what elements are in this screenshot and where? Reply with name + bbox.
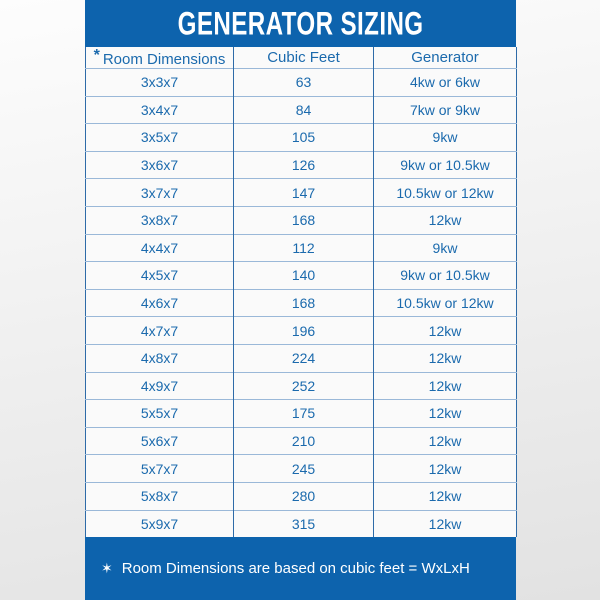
generator-cell: 9kw: [373, 123, 517, 152]
cubic-feet-cell: 175: [233, 399, 374, 428]
room-dimensions-cell: 3x4x7: [85, 95, 234, 124]
cubic-feet-cell: 147: [233, 178, 374, 207]
cubic-feet-cell: 84: [233, 95, 374, 124]
cubic-feet-cell: 63: [233, 68, 374, 97]
room-dimensions-cell: 5x8x7: [85, 481, 234, 510]
star-icon: ✶: [101, 560, 113, 576]
room-dimensions-cell: 5x6x7: [85, 426, 234, 455]
generator-cell: 12kw: [373, 454, 517, 483]
room-dimensions-cell: 3x7x7: [85, 178, 234, 207]
cubic-feet-cell: 252: [233, 371, 374, 400]
generator-cell: 9kw or 10.5kw: [373, 261, 517, 290]
generator-sizing-table: * Room Dimensions Cubic Feet Generator 3x…: [85, 47, 517, 537]
generator-cell: 12kw: [373, 399, 517, 428]
table-row: 4x9x7 252 12kw: [85, 371, 517, 400]
cubic-feet-cell: 105: [233, 123, 374, 152]
table-row: 4x7x7 196 12kw: [85, 316, 517, 345]
generator-sizing-poster: GENERATOR SIZING * Room Dimensions Cubic …: [85, 0, 517, 600]
column-header-generator: Generator: [373, 47, 517, 69]
generator-cell: 12kw: [373, 371, 517, 400]
room-dimensions-cell: 3x5x7: [85, 123, 234, 152]
cubic-feet-cell: 112: [233, 233, 374, 262]
generator-cell: 7kw or 9kw: [373, 95, 517, 124]
room-dimensions-cell: 4x6x7: [85, 288, 234, 317]
generator-cell: 12kw: [373, 481, 517, 510]
table-row: 5x6x7 210 12kw: [85, 426, 517, 455]
column-header-room-dimensions-label: Room Dimensions: [102, 51, 226, 68]
footer-note-bar: ✶ Room Dimensions are based on cubic fee…: [85, 537, 516, 600]
generator-cell: 12kw: [373, 426, 517, 455]
cubic-feet-cell: 210: [233, 426, 374, 455]
generator-cell: 12kw: [373, 205, 517, 235]
header-row: * Room Dimensions Cubic Feet Generator: [86, 47, 517, 69]
table-row: 3x5x7 105 9kw: [85, 123, 517, 152]
room-dimensions-cell: 4x4x7: [85, 233, 234, 262]
column-header-room-dimensions: * Room Dimensions: [86, 47, 234, 69]
cubic-feet-cell: 245: [233, 454, 374, 483]
room-dimensions-cell: 5x7x7: [85, 454, 234, 483]
table-row: 5x8x7 280 12kw: [85, 481, 517, 510]
room-dimensions-cell: 3x6x7: [85, 150, 234, 179]
generator-cell: 9kw or 10.5kw: [373, 150, 517, 179]
table-row: 3x4x7 84 7kw or 9kw: [85, 95, 517, 124]
title-bar: GENERATOR SIZING: [85, 0, 516, 47]
table-body: 3x3x7 63 4kw or 6kw 3x4x7 84 7kw or 9kw …: [85, 68, 517, 537]
generator-cell: 10.5kw or 12kw: [373, 288, 517, 317]
cubic-feet-cell: 280: [233, 481, 374, 510]
table-header: * Room Dimensions Cubic Feet Generator: [86, 47, 517, 69]
table-row: 3x8x7 168 12kw: [85, 205, 517, 235]
cubic-feet-cell: 196: [233, 316, 374, 345]
generator-cell: 12kw: [373, 343, 517, 373]
table-row: 4x6x7 168 10.5kw or 12kw: [85, 288, 517, 317]
cubic-feet-cell: 315: [233, 509, 374, 537]
table-row: 3x7x7 147 10.5kw or 12kw: [85, 178, 517, 207]
table-row: 4x5x7 140 9kw or 10.5kw: [85, 261, 517, 290]
cubic-feet-cell: 126: [233, 150, 374, 179]
table-row: 5x7x7 245 12kw: [85, 454, 517, 483]
asterisk-icon: *: [93, 47, 100, 64]
generator-cell: 12kw: [373, 509, 517, 537]
column-header-cubic-feet: Cubic Feet: [233, 47, 374, 69]
table-row: 5x5x7 175 12kw: [85, 399, 517, 428]
cubic-feet-cell: 168: [233, 288, 374, 317]
generator-cell: 9kw: [373, 233, 517, 262]
room-dimensions-cell: 5x5x7: [85, 399, 234, 428]
cubic-feet-cell: 168: [233, 205, 374, 235]
room-dimensions-cell: 3x8x7: [85, 205, 234, 235]
cubic-feet-cell: 140: [233, 261, 374, 290]
table-row: 3x3x7 63 4kw or 6kw: [85, 68, 517, 97]
generator-cell: 12kw: [373, 316, 517, 345]
generator-cell: 10.5kw or 12kw: [373, 178, 517, 207]
table-row: 4x8x7 224 12kw: [85, 343, 517, 373]
page-title: GENERATOR SIZING: [177, 4, 424, 42]
cubic-feet-cell: 224: [233, 343, 374, 373]
table-row: 5x9x7 315 12kw: [85, 509, 517, 537]
table-row: 4x4x7 112 9kw: [85, 233, 517, 262]
footer-note-text: Room Dimensions are based on cubic feet …: [121, 560, 470, 577]
room-dimensions-cell: 4x8x7: [85, 343, 234, 373]
room-dimensions-cell: 4x9x7: [85, 371, 234, 400]
generator-cell: 4kw or 6kw: [373, 68, 517, 97]
room-dimensions-cell: 4x5x7: [85, 261, 234, 290]
room-dimensions-cell: 3x3x7: [85, 68, 234, 97]
room-dimensions-cell: 5x9x7: [85, 509, 234, 537]
room-dimensions-cell: 4x7x7: [85, 316, 234, 345]
table-row: 3x6x7 126 9kw or 10.5kw: [85, 150, 517, 179]
